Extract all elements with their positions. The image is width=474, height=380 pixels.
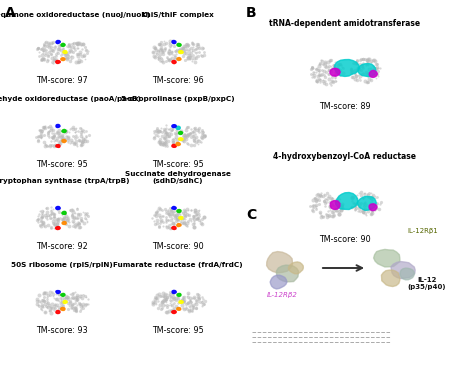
Polygon shape [63,301,67,304]
Polygon shape [172,144,176,147]
Text: TM-score: 95: TM-score: 95 [152,326,204,335]
Polygon shape [358,63,376,77]
Text: Tryptophan synthase (trpA/trpB): Tryptophan synthase (trpA/trpB) [0,178,129,184]
Polygon shape [267,252,292,273]
Polygon shape [62,130,66,133]
Polygon shape [330,201,340,209]
Polygon shape [179,217,183,220]
Polygon shape [63,51,67,54]
Text: IL-12Rβ1: IL-12Rβ1 [408,228,438,234]
Polygon shape [357,196,376,211]
Polygon shape [61,307,65,310]
Text: IL-12Rβ2: IL-12Rβ2 [266,292,298,298]
Polygon shape [179,51,183,54]
Polygon shape [288,262,303,274]
Polygon shape [62,222,66,225]
Text: TM-score: 95: TM-score: 95 [152,160,204,169]
Polygon shape [382,270,400,287]
Text: TM-score: 89: TM-score: 89 [319,102,371,111]
Polygon shape [369,70,377,78]
Polygon shape [270,275,287,289]
Polygon shape [172,125,176,128]
Polygon shape [61,43,65,46]
Polygon shape [336,193,358,209]
Text: 4-hydroxybenzoyl-CoA reductase: 4-hydroxybenzoyl-CoA reductase [273,152,417,161]
Text: 5-oxoprolinase (pxpB/pxpC): 5-oxoprolinase (pxpB/pxpC) [121,96,235,102]
Text: 50S ribosome (rplS/rplN): 50S ribosome (rplS/rplN) [11,262,113,268]
Polygon shape [177,57,181,60]
Polygon shape [56,310,60,314]
Text: Aldehyde oxidoreductase (paoA/paoB): Aldehyde oxidoreductase (paoA/paoB) [0,96,140,102]
Polygon shape [55,226,60,230]
Polygon shape [330,68,340,76]
Polygon shape [56,60,60,63]
Text: A: A [5,6,16,20]
Polygon shape [62,139,66,142]
Polygon shape [276,265,299,282]
Polygon shape [179,131,182,135]
Text: NADH-quinone oxidoreductase (nuoJ/nuoK): NADH-quinone oxidoreductase (nuoJ/nuoK) [0,12,150,18]
Polygon shape [172,290,176,293]
Polygon shape [177,293,181,296]
Polygon shape [172,310,176,314]
Text: thiS/thiF complex: thiS/thiF complex [142,12,214,18]
Polygon shape [62,211,66,214]
Polygon shape [374,249,400,267]
Polygon shape [172,206,176,209]
Polygon shape [56,145,60,147]
Text: Succinate dehydrogenase
(sdhD/sdhC): Succinate dehydrogenase (sdhD/sdhC) [125,171,231,184]
Polygon shape [177,43,181,46]
Polygon shape [172,226,176,230]
Polygon shape [176,126,180,130]
Polygon shape [369,204,377,211]
Polygon shape [179,138,183,141]
Polygon shape [177,307,181,310]
Text: B: B [246,6,256,20]
Text: Fumarate reductase (frdA/frdC): Fumarate reductase (frdA/frdC) [113,262,243,268]
Text: TM-score: 90: TM-score: 90 [152,242,204,251]
Polygon shape [400,268,414,280]
Polygon shape [176,142,180,146]
Polygon shape [56,125,60,128]
Text: IL-12
(p35/p40): IL-12 (p35/p40) [408,277,446,290]
Polygon shape [172,60,176,63]
Text: TM-score: 92: TM-score: 92 [36,242,88,251]
Text: TM-score: 97: TM-score: 97 [36,76,88,85]
Polygon shape [56,206,60,209]
Text: C: C [246,208,256,222]
Polygon shape [177,223,181,226]
Polygon shape [56,40,60,44]
Text: TM-score: 96: TM-score: 96 [152,76,204,85]
Polygon shape [179,301,183,303]
Polygon shape [391,261,415,279]
Text: TM-score: 93: TM-score: 93 [36,326,88,335]
Polygon shape [61,58,65,60]
Polygon shape [334,60,360,76]
Polygon shape [61,293,65,296]
Text: TM-score: 95: TM-score: 95 [36,160,88,169]
Text: tRNA-dependent amidotransferase: tRNA-dependent amidotransferase [269,19,420,28]
Polygon shape [56,291,60,293]
Text: TM-score: 90: TM-score: 90 [319,235,371,244]
Polygon shape [172,41,176,44]
Polygon shape [177,209,181,212]
